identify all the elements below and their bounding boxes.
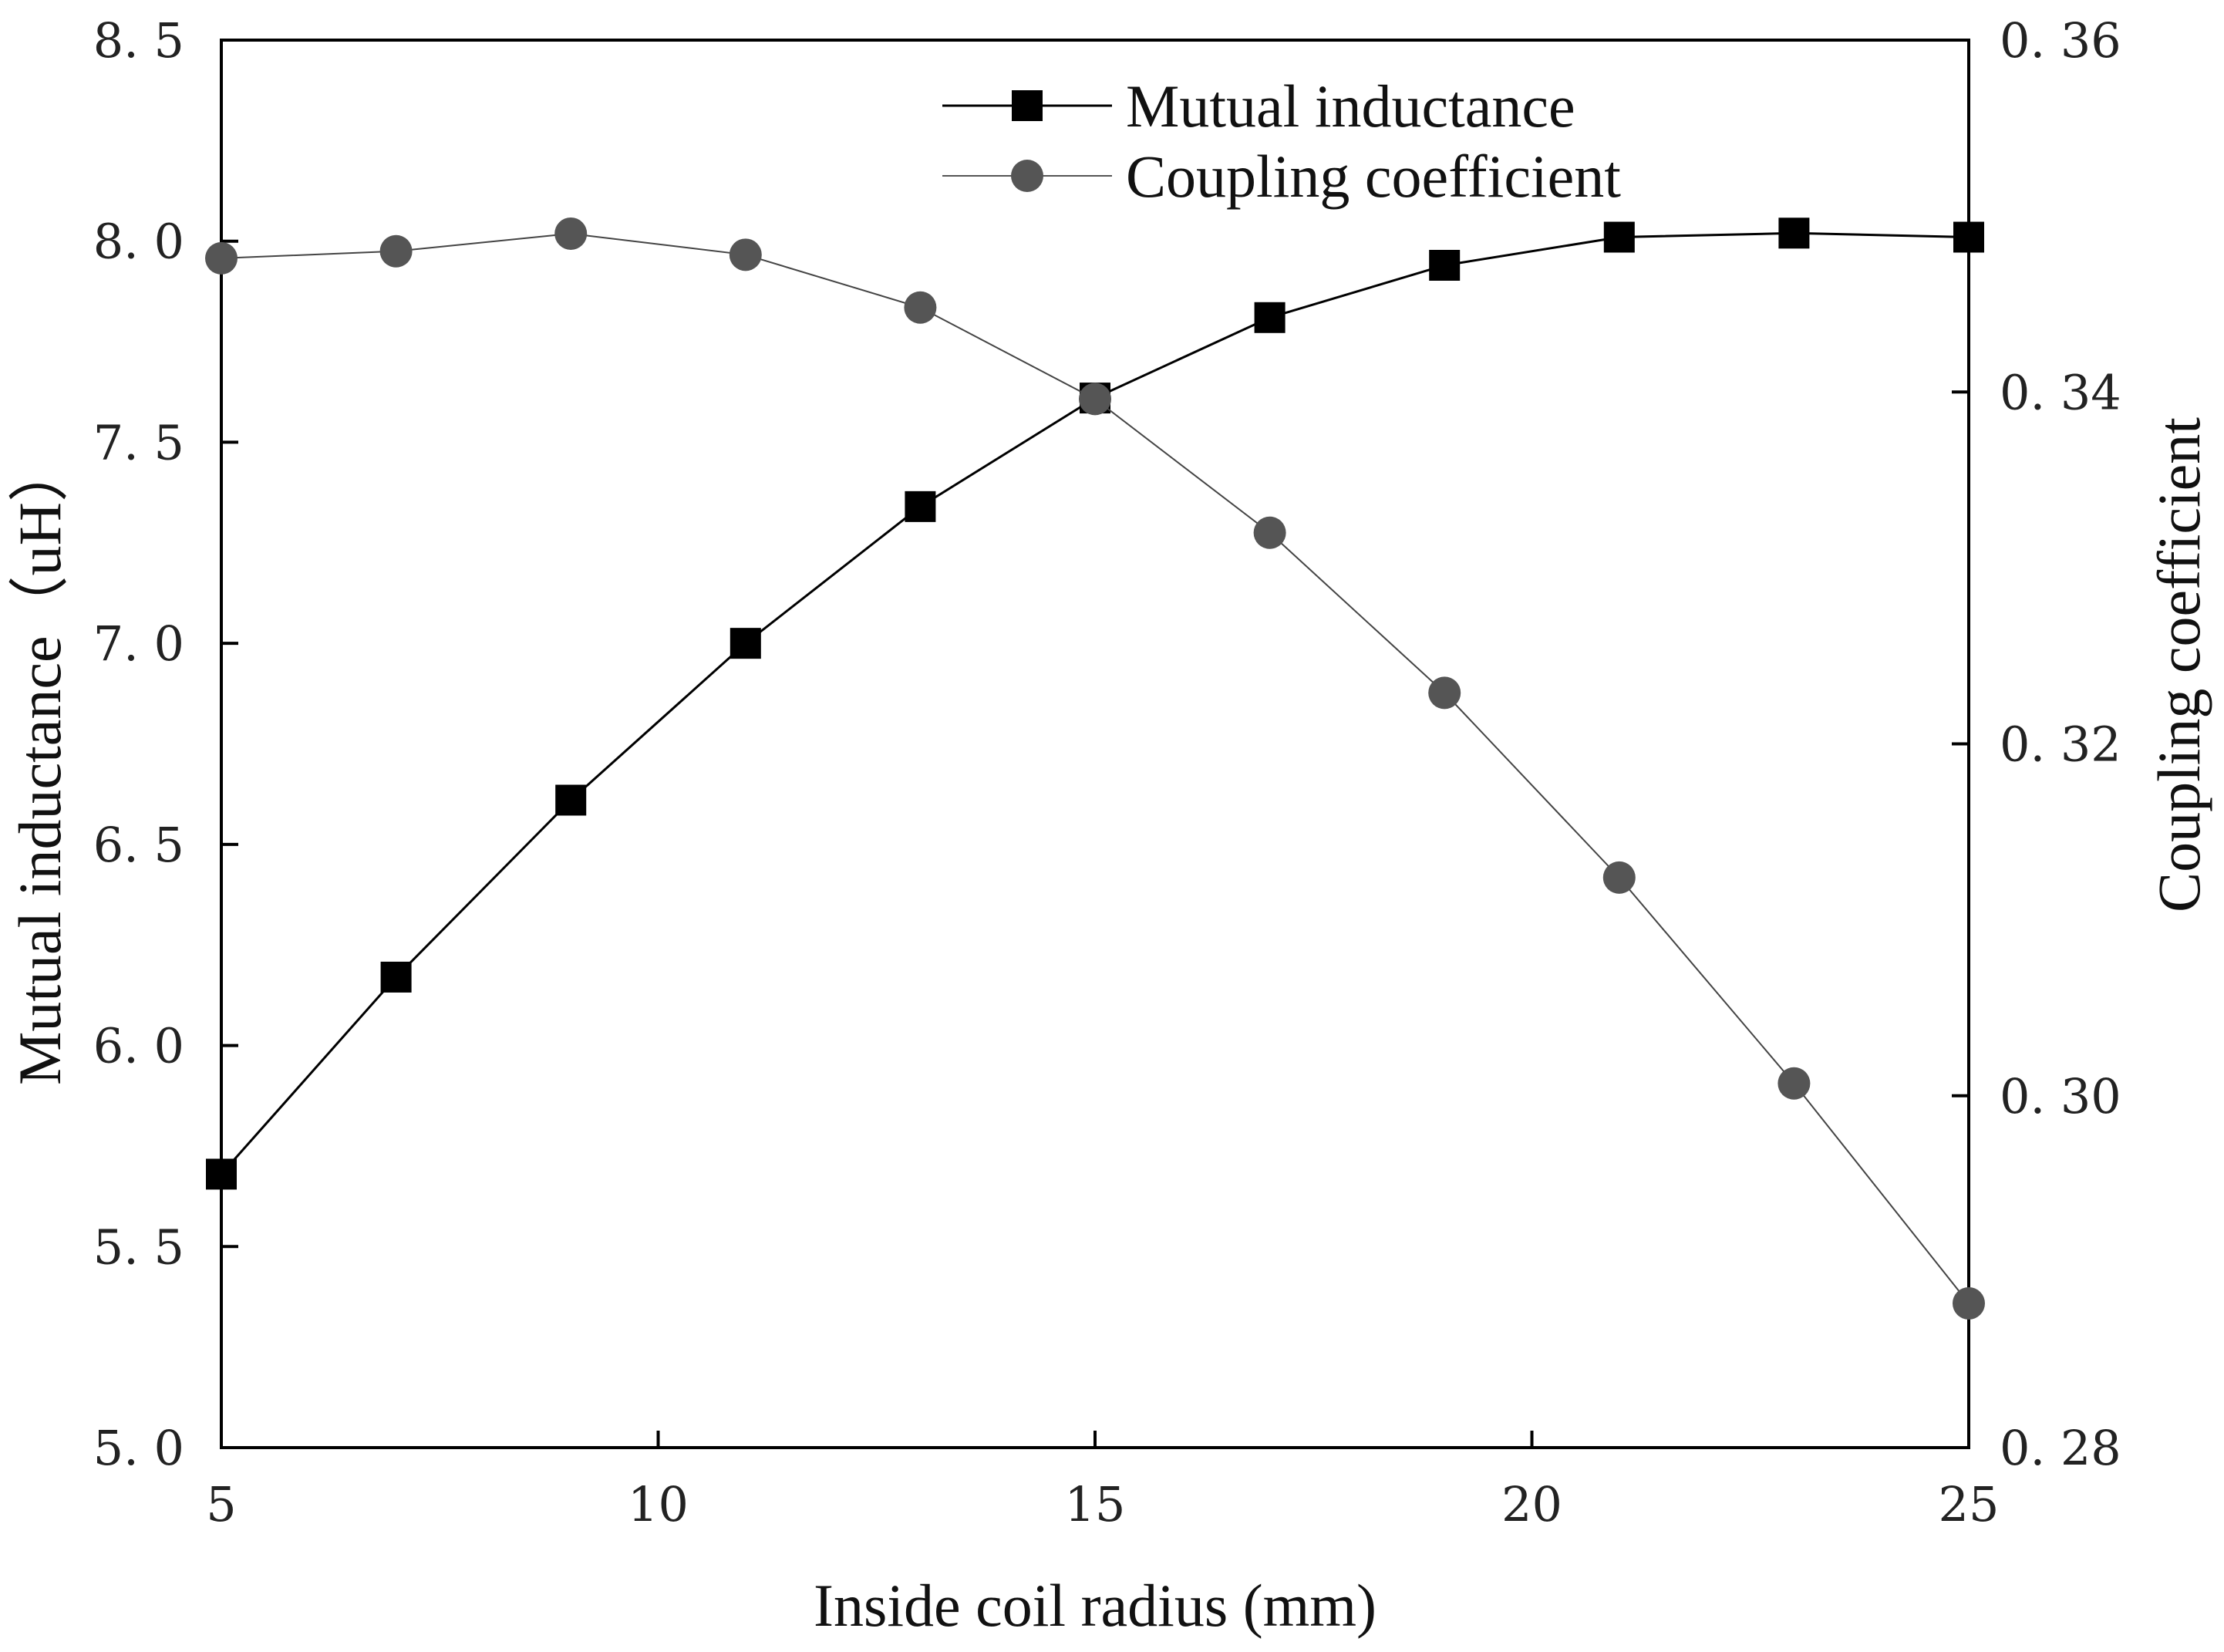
data-point-square <box>555 784 587 816</box>
y-left-tick-label: 5. 5 <box>93 1219 184 1275</box>
y-axis-left-title: Mutual inductance（uH） <box>6 442 73 1085</box>
x-tick-label: 20 <box>1501 1476 1562 1532</box>
legend: Mutual inductance Coupling coefficient <box>942 72 1621 210</box>
y-axis-right-title: Coupling coefficient <box>2145 417 2212 912</box>
y-left-tick-label: 8. 5 <box>93 12 184 69</box>
data-point-circle <box>1953 1286 1985 1320</box>
data-point-square <box>1254 302 1286 333</box>
data-point-circle <box>1079 383 1111 416</box>
y-right-tick-label: 0. 28 <box>2000 1420 2121 1476</box>
legend-marker-circle <box>1011 160 1043 192</box>
y-axis-right: 0. 28 0. 30 0. 32 0. 34 0. 36 <box>1952 12 2121 1476</box>
data-point-circle <box>1428 676 1461 710</box>
y-axis-left: 5. 0 5. 5 6. 0 6. 5 7. 0 7. 5 8. 0 8. 5 <box>93 12 238 1476</box>
data-point-circle <box>205 241 238 275</box>
y-left-tick-label: 5. 0 <box>93 1420 184 1476</box>
x-tick-label: 10 <box>628 1476 689 1532</box>
legend-marker-square <box>1012 90 1043 121</box>
data-point-square <box>905 491 936 522</box>
y-right-tick-label: 0. 30 <box>2000 1068 2121 1124</box>
y-right-tick-label: 0. 34 <box>2000 364 2121 420</box>
y-left-tick-label: 7. 5 <box>93 414 184 470</box>
data-point-square <box>730 628 761 659</box>
x-tick-label: 15 <box>1065 1476 1126 1532</box>
data-point-square <box>1603 221 1635 253</box>
x-tick-label: 5 <box>206 1476 236 1532</box>
data-point-square <box>1429 250 1461 281</box>
x-axis-title: Inside coil radius (mm) <box>814 1572 1377 1639</box>
data-point-square <box>1953 221 1984 253</box>
data-point-circle <box>1253 516 1286 549</box>
data-point-circle <box>1778 1067 1811 1100</box>
data-point-circle <box>729 238 762 271</box>
data-point-circle <box>554 217 588 250</box>
x-axis: 5 10 15 20 25 <box>206 1431 1999 1532</box>
data-point-square <box>380 961 412 993</box>
series-layer <box>205 217 1985 1320</box>
data-point-circle <box>379 234 413 268</box>
data-point-square <box>1778 217 1810 249</box>
data-point-circle <box>904 291 937 324</box>
y-right-tick-label: 0. 32 <box>2000 716 2121 773</box>
y-left-tick-label: 7. 0 <box>93 615 184 672</box>
y-left-tick-label: 8. 0 <box>93 214 184 270</box>
data-point-square <box>206 1158 237 1190</box>
y-left-tick-label: 6. 0 <box>93 1018 184 1074</box>
y-right-tick-label: 0. 36 <box>2000 12 2121 69</box>
legend-label-mutual-inductance: Mutual inductance <box>1126 72 1575 140</box>
y-left-tick-label: 6. 5 <box>93 817 184 873</box>
data-point-circle <box>1602 861 1636 894</box>
x-tick-label: 25 <box>1939 1476 2000 1532</box>
legend-label-coupling-coefficient: Coupling coefficient <box>1126 143 1621 210</box>
